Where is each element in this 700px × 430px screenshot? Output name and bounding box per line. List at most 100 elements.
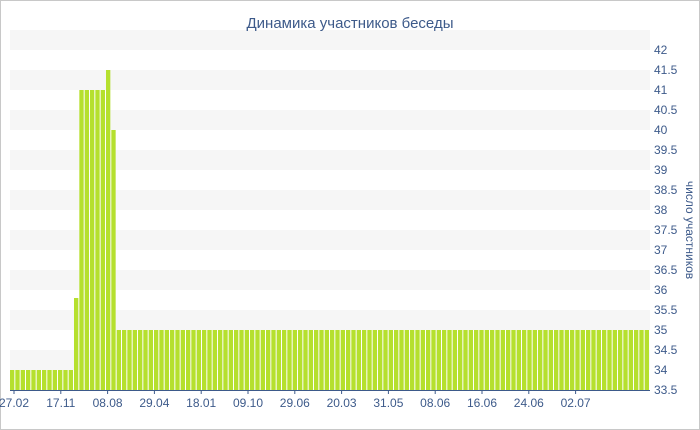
bar bbox=[490, 330, 495, 390]
bar bbox=[548, 330, 553, 390]
bar bbox=[559, 330, 564, 390]
bar bbox=[362, 330, 367, 390]
x-tick-label: 27.02 bbox=[0, 396, 29, 410]
bar bbox=[100, 90, 105, 390]
y-tick-label: 35.5 bbox=[654, 303, 678, 317]
x-tick-label: 24.06 bbox=[514, 396, 544, 410]
bar bbox=[442, 330, 447, 390]
y-tick-label: 37.5 bbox=[654, 223, 678, 237]
bar bbox=[612, 330, 617, 390]
bar bbox=[527, 330, 532, 390]
x-tick-labels: 27.02 17.11 08.08 29.04 18.01 09.10 29.06 20.03… bbox=[0, 390, 591, 410]
y-tick-label: 33.5 bbox=[654, 383, 678, 397]
bar bbox=[234, 330, 239, 390]
bar bbox=[95, 90, 100, 390]
bar bbox=[580, 330, 585, 390]
y-tick-label: 39 bbox=[654, 163, 668, 177]
bar bbox=[639, 330, 644, 390]
bar bbox=[15, 370, 20, 390]
x-tick-label: 17.11 bbox=[46, 396, 75, 410]
y-tick-label: 37 bbox=[654, 243, 668, 257]
x-tick-label: 09.10 bbox=[233, 396, 263, 410]
bar bbox=[196, 330, 201, 390]
bar bbox=[239, 330, 244, 390]
bar bbox=[287, 330, 292, 390]
bars-group bbox=[10, 70, 649, 390]
bar bbox=[116, 330, 121, 390]
bar bbox=[170, 330, 175, 390]
bar bbox=[58, 370, 63, 390]
grid-band bbox=[10, 270, 650, 290]
grid-band bbox=[10, 150, 650, 170]
bar bbox=[250, 330, 255, 390]
bar bbox=[36, 370, 41, 390]
chart-title: Динамика участников беседы bbox=[247, 15, 454, 32]
x-tick-label: 16.06 bbox=[467, 396, 497, 410]
bar bbox=[164, 330, 169, 390]
bar bbox=[228, 330, 233, 390]
y-tick-label: 40 bbox=[654, 123, 668, 137]
bar bbox=[276, 330, 281, 390]
bar bbox=[260, 330, 265, 390]
bar bbox=[63, 370, 68, 390]
bar bbox=[346, 330, 351, 390]
bar bbox=[463, 330, 468, 390]
bar bbox=[111, 130, 116, 390]
bar bbox=[308, 330, 313, 390]
bar bbox=[79, 90, 84, 390]
bar bbox=[47, 370, 52, 390]
bar bbox=[367, 330, 372, 390]
y-tick-label: 34.5 bbox=[654, 343, 678, 357]
bar bbox=[186, 330, 191, 390]
bar bbox=[436, 330, 441, 390]
bar bbox=[479, 330, 484, 390]
bar bbox=[468, 330, 473, 390]
bar bbox=[570, 330, 575, 390]
bar bbox=[388, 330, 393, 390]
bar bbox=[271, 330, 276, 390]
bar bbox=[447, 330, 452, 390]
bar bbox=[175, 330, 180, 390]
bar bbox=[516, 330, 521, 390]
bar bbox=[522, 330, 527, 390]
bar bbox=[554, 330, 559, 390]
bar bbox=[410, 330, 415, 390]
y-axis-label: число участников bbox=[683, 181, 697, 279]
bar bbox=[52, 370, 57, 390]
bar bbox=[586, 330, 591, 390]
bar bbox=[202, 330, 207, 390]
bar bbox=[500, 330, 505, 390]
bar bbox=[90, 90, 95, 390]
bar bbox=[154, 330, 159, 390]
x-tick-label: 29.04 bbox=[139, 396, 169, 410]
bar bbox=[84, 90, 89, 390]
x-tick-label: 02.07 bbox=[561, 396, 591, 410]
bar bbox=[532, 330, 537, 390]
bar bbox=[20, 370, 25, 390]
y-tick-label: 38 bbox=[654, 203, 668, 217]
grid-band bbox=[10, 30, 650, 50]
bar bbox=[351, 330, 356, 390]
bar bbox=[383, 330, 388, 390]
bar bbox=[474, 330, 479, 390]
bar bbox=[372, 330, 377, 390]
bar bbox=[314, 330, 319, 390]
y-tick-label: 36 bbox=[654, 283, 668, 297]
bar bbox=[634, 330, 639, 390]
bar bbox=[607, 330, 612, 390]
bar bbox=[159, 330, 164, 390]
bar bbox=[602, 330, 607, 390]
bar bbox=[68, 370, 73, 390]
bar bbox=[623, 330, 628, 390]
bar bbox=[596, 330, 601, 390]
bar bbox=[303, 330, 308, 390]
y-tick-label: 35 bbox=[654, 323, 668, 337]
bar bbox=[218, 330, 223, 390]
bar bbox=[420, 330, 425, 390]
bar bbox=[26, 370, 31, 390]
y-tick-label: 36.5 bbox=[654, 263, 678, 277]
bar bbox=[404, 330, 409, 390]
bar bbox=[138, 330, 143, 390]
bar bbox=[431, 330, 436, 390]
y-tick-label: 42 bbox=[654, 43, 668, 57]
